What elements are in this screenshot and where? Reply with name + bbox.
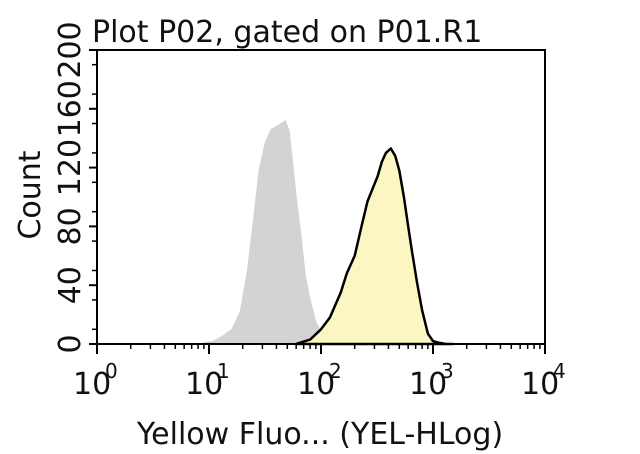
x-tick-label: 101 [185,359,230,402]
x-tick-label-exponent: 1 [217,359,230,383]
histogram-series-1 [197,120,340,345]
x-tick-label-base: 10 [185,367,223,402]
x-tick-label-base: 10 [297,367,335,402]
x-axis-label: Yellow Fluo... (YEL-HLog) [136,417,503,452]
x-tick-label-exponent: 2 [329,359,342,383]
y-tick-label: 80 [53,207,88,245]
series-layer [197,120,454,346]
x-tick-label: 100 [73,359,118,402]
y-tick-label: 120 [53,139,88,196]
y-tick-label: 40 [53,266,88,304]
plot-frame [96,49,546,345]
x-tick-label-exponent: 0 [105,359,118,383]
y-axis-label: Count [13,150,48,239]
y-tick-label: 0 [53,334,88,353]
x-tick-label-base: 10 [521,367,559,402]
chart-title: Plot P02, gated on P01.R1 [92,15,482,50]
x-tick-label: 104 [521,359,566,402]
y-tick-label: 160 [53,80,88,137]
x-tick-label-base: 10 [409,367,447,402]
y-tick-label: 200 [53,21,88,78]
x-tick-label: 102 [297,359,342,402]
x-tick-label-base: 10 [73,367,111,402]
x-tick-label-exponent: 3 [441,359,454,383]
histogram-series-2 [294,147,454,346]
x-tick-label: 103 [409,359,454,402]
x-tick-label-exponent: 4 [553,359,566,383]
